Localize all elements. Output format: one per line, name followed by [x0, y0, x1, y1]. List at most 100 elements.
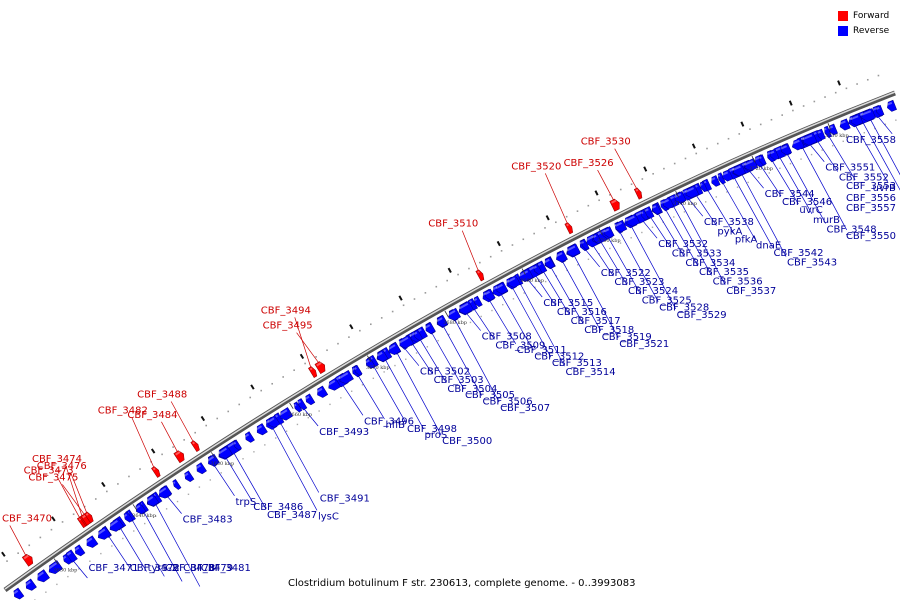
reverse-gene-block	[473, 295, 483, 308]
label-leader	[862, 122, 900, 191]
track-dot	[684, 157, 687, 160]
backbone-line	[3, 90, 896, 593]
track-dot	[673, 216, 675, 218]
track-dot	[715, 196, 718, 198]
track-dot	[61, 521, 64, 523]
track-dot	[663, 167, 665, 170]
track-mark	[398, 295, 403, 301]
reverse-gene-label: CBF_3550	[846, 231, 896, 242]
track-dot	[863, 132, 866, 134]
reverse-gene-label: CBF_3481	[201, 563, 251, 574]
reverse-gene-block	[581, 238, 590, 250]
reverse-gene-block	[278, 407, 294, 421]
label-leader	[817, 141, 839, 172]
track-dot	[813, 100, 816, 103]
reverse-gene-block	[353, 364, 363, 376]
track-dot	[424, 292, 427, 294]
track-mark	[594, 190, 599, 196]
label-leader	[431, 332, 465, 390]
track-dot	[161, 453, 163, 456]
track-dot	[683, 211, 686, 213]
track-dot	[802, 105, 805, 107]
reverse-gene-label: CBF_3500	[442, 436, 492, 447]
reverse-gene-label: CBF_3529	[677, 310, 727, 321]
track-dot	[502, 303, 504, 306]
label-leader	[600, 241, 628, 286]
reverse-gene-block	[36, 569, 50, 583]
label-leader	[454, 319, 500, 403]
track-dot	[253, 451, 255, 453]
reverse-gene-block	[424, 322, 436, 335]
track-mark	[200, 415, 206, 422]
reverse-gene-block	[533, 263, 543, 275]
label-leader	[303, 408, 319, 427]
label-leader	[73, 560, 88, 579]
reverse-gene-block	[96, 526, 112, 540]
tick-mark	[132, 504, 138, 511]
track-dot	[285, 430, 288, 432]
track-dot	[78, 568, 80, 570]
reverse-gene-label: CBF_3514	[566, 367, 616, 378]
reverse-gene-block	[507, 275, 521, 288]
reverse-gene-label: pfkA	[735, 234, 758, 245]
reverse-gene-label: dnaE	[756, 240, 781, 251]
track-dot	[523, 292, 525, 294]
reverse-gene-label: CBF_3507	[500, 403, 550, 414]
reverse-gene-block	[544, 256, 556, 269]
label-leader	[500, 294, 534, 351]
track-dot	[293, 369, 295, 372]
reverse-gene-block	[195, 462, 207, 475]
track-mark	[496, 240, 501, 247]
reverse-gene-block	[157, 485, 173, 499]
gene-labels: CBF_3471CBF_3472tyrS-2CBF_3478CBF_3479CB…	[2, 135, 896, 574]
track-dot	[641, 231, 643, 234]
track-dot	[566, 269, 568, 272]
track-dot	[446, 279, 448, 282]
reverse-gene-block	[732, 163, 746, 177]
reverse-gene-label: CBF_3558	[846, 135, 896, 146]
reverse-gene-label: CBF_3504	[447, 384, 497, 395]
label-leader-forward	[62, 484, 85, 515]
reverse-gene-block	[172, 479, 182, 490]
legend-forward-label: Forward	[853, 10, 890, 21]
label-leader-forward	[70, 472, 88, 513]
label-leader	[665, 209, 699, 267]
reverse-gene-block	[721, 169, 734, 182]
track-mark	[740, 121, 745, 127]
tick-label: 3640 kbp	[132, 513, 156, 519]
track-dot	[565, 215, 568, 218]
reverse-gene-label: CBF_3471	[88, 563, 138, 574]
track-dot	[111, 545, 113, 547]
forward-gene-label: CBF_3520	[511, 161, 561, 172]
track-dot	[282, 376, 284, 378]
reverse-gene-label: CBF_3543	[787, 258, 837, 269]
track-dot	[122, 537, 124, 540]
label-leader	[631, 226, 676, 309]
forward-gene-label: CBF_3510	[428, 219, 478, 230]
track-dot	[673, 162, 676, 165]
tick-mark	[675, 190, 679, 198]
track-dot	[587, 204, 590, 207]
label-leader	[214, 465, 235, 496]
track-dot	[866, 78, 869, 81]
label-leader-forward	[9, 525, 27, 556]
forward-gene-label: CBF_3482	[98, 405, 148, 416]
track-dot	[480, 315, 482, 318]
reverse-gene-label: CBF_3486	[253, 502, 303, 513]
track-dot	[394, 364, 396, 367]
track-dot	[489, 255, 492, 258]
track-dot	[792, 109, 794, 112]
track-dot	[139, 468, 141, 470]
track-dot	[716, 142, 719, 145]
reverse-gene-block	[791, 137, 805, 151]
legend-forward: Forward	[838, 8, 889, 23]
label-leader-forward	[614, 148, 638, 189]
track-dot	[391, 310, 394, 313]
track-dot	[106, 490, 108, 493]
label-leader	[680, 202, 726, 285]
track-dot	[260, 389, 263, 392]
reverse-gene-label: hflB	[385, 420, 405, 431]
reverse-gene-label: CBF_3528	[659, 303, 709, 314]
track-mark	[643, 166, 648, 172]
forward-gene-label: CBF_3474	[32, 454, 82, 465]
